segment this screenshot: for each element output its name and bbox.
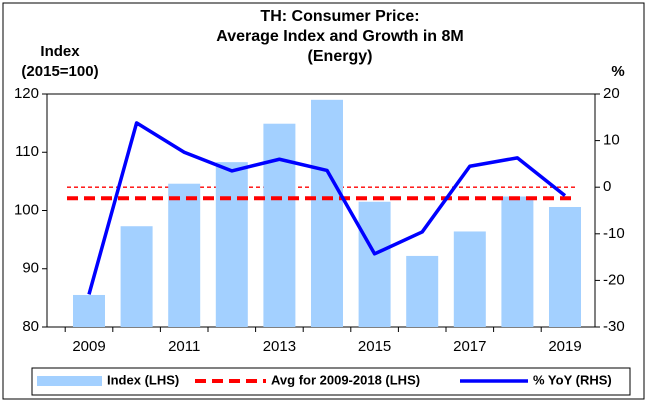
x-tick-label: 2011 [168,338,200,355]
legend-box [31,367,631,396]
chart-title: TH: Consumer Price: [260,8,419,25]
bar [168,183,201,327]
legend-label: Index (LHS) [107,372,179,387]
y2-axis-label: % [611,63,624,80]
bar [73,294,105,327]
y-axis-label: (2015=100) [21,63,98,80]
legend-label: % YoY (RHS) [533,372,612,387]
y-axis-label: Index [40,43,80,60]
legend-label: Avg for 2009-2018 (LHS) [271,372,420,387]
x-tick-label: 2019 [548,338,581,355]
bar [263,123,296,328]
x-tick-label: 2013 [263,338,296,355]
y2-tick-label: -20 [603,271,625,288]
bar [406,255,439,327]
bar [120,226,153,327]
legend-swatch [37,376,102,386]
bar [358,201,391,327]
x-tick-label: 2009 [72,338,105,355]
bar [215,162,248,327]
y-tick-label: 80 [22,318,39,335]
line [87,121,567,295]
bar [549,207,581,327]
bar [501,196,534,327]
y2-tick-label: 20 [603,85,620,102]
x-tick-label: 2015 [358,338,391,355]
y-tick-label: 90 [22,260,39,277]
bar [453,231,486,327]
chart-title: Average Index and Growth in 8M [216,28,463,45]
y-tick-label: 100 [14,201,39,218]
chart-title: (Energy) [308,48,373,65]
bar [311,99,343,327]
y2-tick-label: -30 [603,318,625,335]
x-tick-label: 2017 [453,338,486,355]
y-tick-label: 110 [15,143,39,160]
y2-tick-label: -10 [603,225,625,242]
y2-tick-label: 0 [603,178,611,195]
y-tick-label: 120 [14,85,39,102]
y2-tick-label: 10 [603,132,620,149]
